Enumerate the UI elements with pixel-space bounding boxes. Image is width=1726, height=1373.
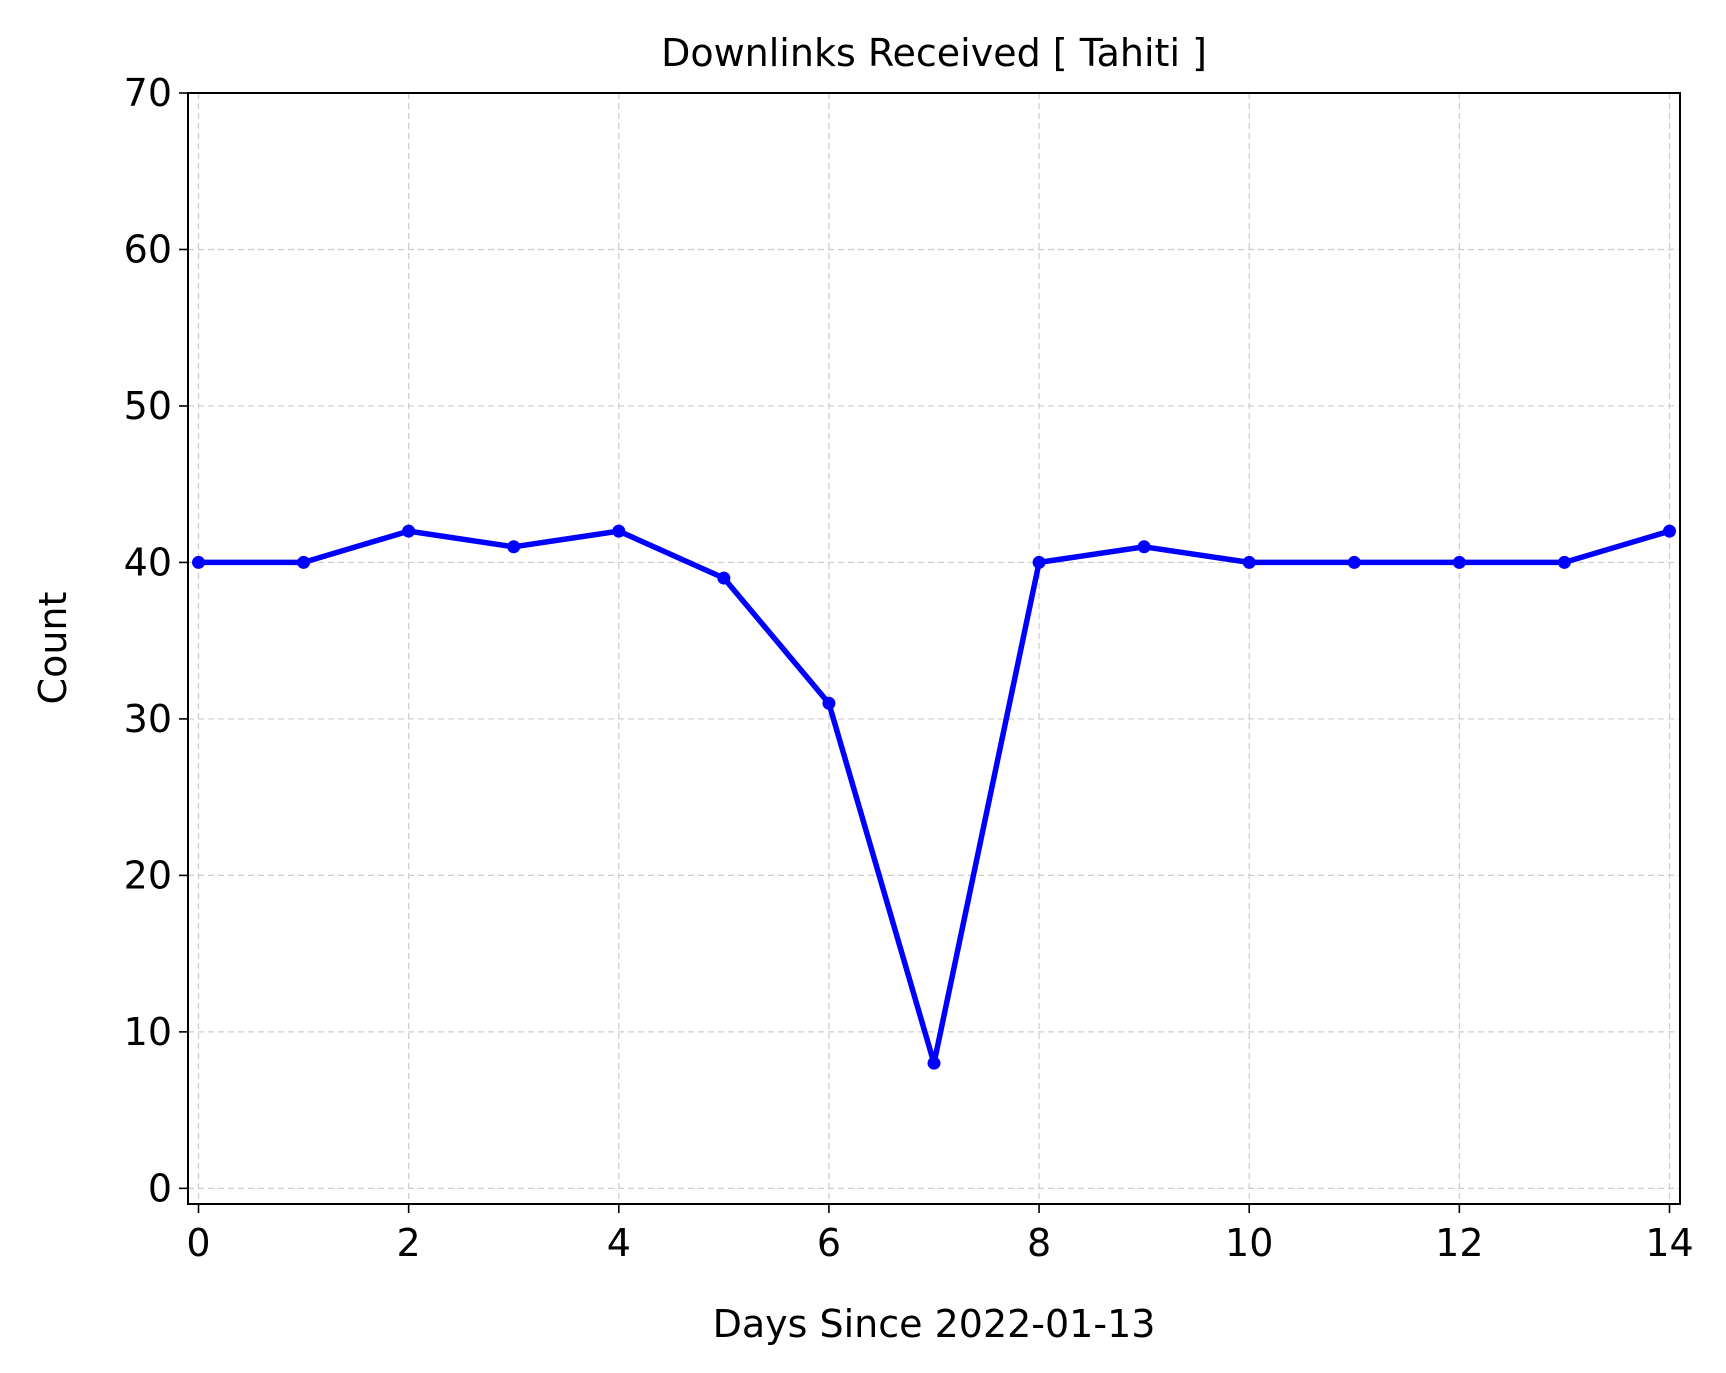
data-point	[822, 696, 836, 710]
data-point	[717, 571, 731, 585]
x-axis-title: Days Since 2022-01-13	[713, 1302, 1156, 1346]
data-point	[507, 540, 521, 554]
x-axis: 0 2 4 6 8 10 12 14	[186, 1204, 1694, 1265]
x-tick-label: 2	[397, 1221, 421, 1265]
data-point	[297, 555, 311, 569]
y-axis: 0 10 20 30 40 50 60 70	[124, 71, 188, 1210]
data-point	[1347, 555, 1361, 569]
y-tick-label: 0	[148, 1166, 172, 1210]
data-point	[612, 524, 626, 538]
y-tick-label: 70	[124, 71, 172, 115]
chart-title: Downlinks Received [ Tahiti ]	[661, 31, 1207, 75]
plot-frame	[187, 92, 1681, 1205]
y-tick-label: 30	[124, 697, 172, 741]
data-point	[927, 1056, 941, 1070]
x-tick-label: 10	[1225, 1221, 1273, 1265]
y-tick-label: 60	[124, 227, 172, 271]
data-point	[1557, 555, 1571, 569]
data-point	[1452, 555, 1466, 569]
data-point	[1662, 524, 1676, 538]
data-point	[1032, 555, 1046, 569]
data-point	[1242, 555, 1256, 569]
y-tick-label: 50	[124, 384, 172, 428]
y-tick-label: 20	[124, 853, 172, 897]
y-axis-title: Count	[31, 592, 75, 705]
y-tick-label: 40	[124, 540, 172, 584]
x-tick-label: 14	[1645, 1221, 1693, 1265]
data-point	[1137, 540, 1151, 554]
data-point	[402, 524, 416, 538]
y-tick-label: 10	[124, 1010, 172, 1054]
data-point	[192, 555, 206, 569]
series-layer	[192, 524, 1676, 1070]
x-tick-label: 6	[817, 1221, 841, 1265]
x-tick-label: 12	[1435, 1221, 1483, 1265]
x-tick-label: 0	[186, 1221, 210, 1265]
x-tick-label: 8	[1027, 1221, 1051, 1265]
x-tick-label: 4	[607, 1221, 631, 1265]
